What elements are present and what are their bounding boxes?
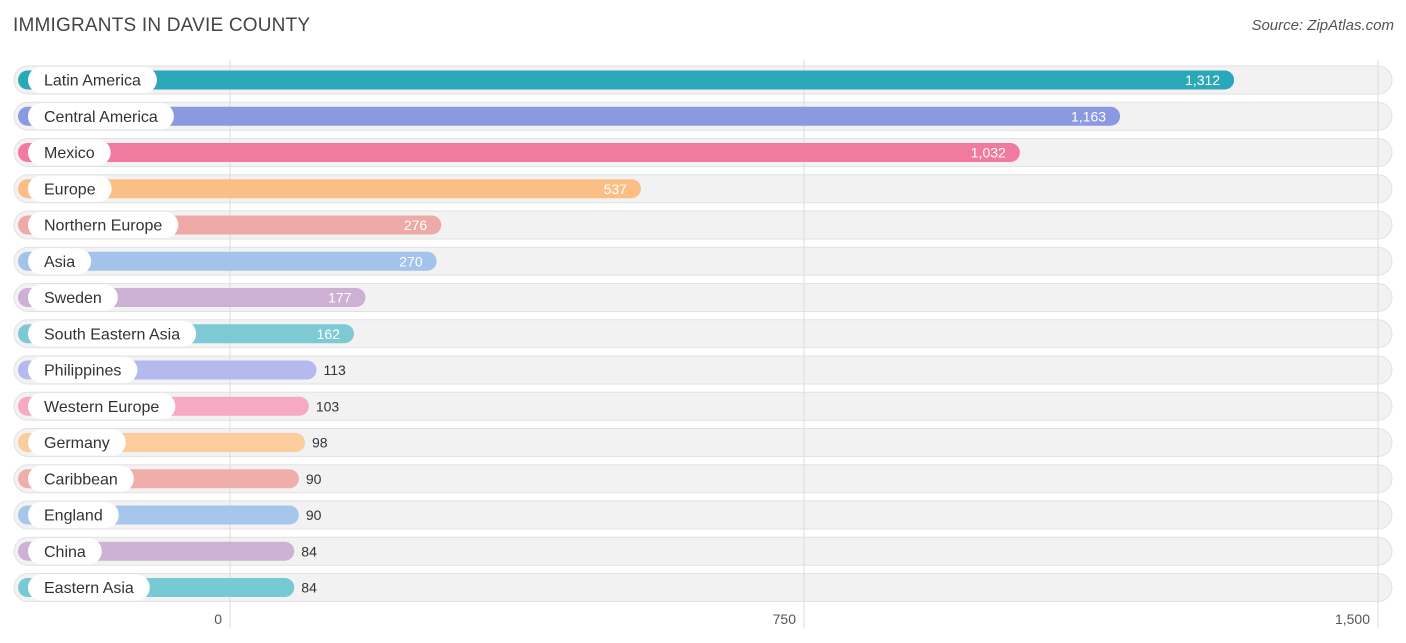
value-label: 537: [604, 181, 628, 197]
value-label: 90: [306, 471, 322, 487]
bar: [18, 143, 1020, 162]
bar: [18, 106, 1121, 126]
x-tick-label: 1,500: [1335, 611, 1370, 627]
category-label-pill: [28, 284, 118, 311]
category-label-pill: [28, 393, 176, 420]
value-label: 270: [399, 253, 423, 269]
chart-title: IMMIGRANTS IN DAVIE COUNTY: [13, 15, 311, 36]
x-tick-label: 0: [214, 611, 222, 627]
bar: [18, 251, 437, 271]
category-label-pill: [28, 574, 150, 601]
category-label-pill: [28, 175, 112, 202]
bar: [18, 70, 1235, 90]
category-label-pill: [28, 248, 92, 275]
category-label: Philippines: [44, 363, 121, 380]
value-label: 84: [301, 580, 317, 596]
row-track: [13, 355, 1393, 385]
category-label-pill: [28, 465, 134, 492]
value-label: 84: [301, 543, 317, 559]
value-label: 177: [328, 290, 352, 306]
category-label-pill: [28, 212, 179, 238]
category-label: Eastern Asia: [44, 580, 134, 597]
category-label: Europe: [44, 181, 96, 198]
category-label: Caribbean: [44, 471, 118, 488]
value-label: 1,032: [971, 145, 1006, 161]
category-label-pill: [28, 538, 102, 565]
value-label: 1,312: [1185, 72, 1220, 88]
category-label: Northern Europe: [44, 218, 162, 235]
category-label: Western Europe: [44, 399, 159, 416]
category-label-pill: [28, 502, 119, 528]
category-label: China: [44, 544, 86, 561]
value-label: 162: [317, 326, 341, 342]
value-label: 98: [312, 435, 328, 451]
chart-source: Source: ZipAtlas.com: [1251, 17, 1394, 34]
row-track: [13, 428, 1393, 457]
bar: [18, 179, 641, 199]
category-label: England: [44, 508, 103, 525]
row-track: [13, 536, 1393, 566]
row-track: [13, 319, 1393, 349]
category-label-pill: [28, 320, 197, 347]
x-tick-label: 750: [773, 611, 797, 627]
category-label-pill: [28, 103, 174, 130]
value-label: 113: [323, 362, 346, 378]
row-track: [13, 500, 1393, 530]
category-label-pill: [28, 357, 138, 383]
category-label: Asia: [44, 254, 75, 271]
value-label: 103: [316, 398, 340, 414]
row-track: [13, 464, 1393, 494]
category-label-pill: [28, 429, 126, 456]
value-label: 276: [404, 217, 428, 233]
category-label: Sweden: [44, 290, 102, 307]
category-label-pill: [28, 139, 111, 166]
value-label: 1,163: [1071, 108, 1106, 124]
row-track: [13, 391, 1393, 421]
category-label: South Eastern Asia: [44, 326, 180, 343]
category-label: Mexico: [44, 145, 95, 162]
category-label-pill: [28, 67, 157, 93]
category-label: Latin America: [44, 73, 141, 90]
category-label: Germany: [44, 435, 110, 452]
value-label: 90: [306, 507, 322, 523]
category-label: Central America: [44, 109, 158, 126]
row-track: [13, 573, 1393, 602]
